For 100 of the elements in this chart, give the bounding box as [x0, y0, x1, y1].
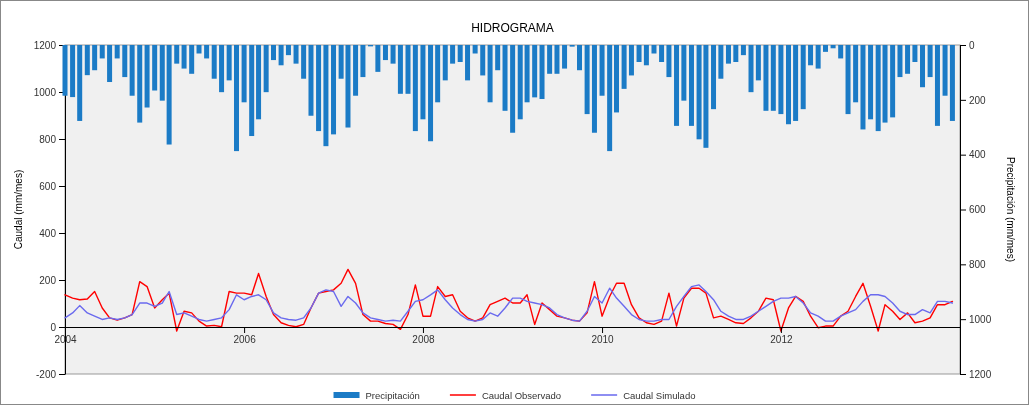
y2-tick-label: 800 [969, 259, 987, 271]
bar [428, 45, 434, 142]
bar [99, 45, 105, 59]
bar [122, 45, 128, 78]
bar [532, 45, 538, 98]
bar [793, 45, 799, 121]
bar [107, 45, 113, 83]
bar [591, 45, 597, 133]
bar [249, 45, 255, 137]
bar [860, 45, 866, 130]
bar [628, 45, 634, 76]
bar [465, 45, 471, 81]
bar [845, 45, 851, 115]
bar [510, 45, 516, 133]
y2-tick-label: 0 [969, 39, 975, 51]
bar [688, 45, 694, 126]
bar [353, 45, 359, 96]
bar [390, 45, 396, 64]
x-tick-label: 2012 [770, 334, 793, 346]
y-tick-label: 600 [39, 180, 57, 192]
bar [323, 45, 329, 147]
bar [480, 45, 486, 76]
bar [800, 45, 806, 110]
bar [375, 45, 381, 72]
y-tick-label: 0 [50, 321, 57, 333]
y-tick-label: 400 [39, 227, 57, 239]
bar [725, 45, 731, 64]
y2-tick-label: 400 [969, 149, 987, 161]
bar [643, 45, 649, 66]
bar [808, 45, 814, 66]
bar [174, 45, 180, 64]
bar [912, 45, 918, 62]
bar [770, 45, 776, 111]
line-series [64, 284, 954, 322]
bar [740, 45, 746, 56]
bar [920, 45, 926, 88]
y-tick-label: 800 [39, 133, 57, 145]
bar [285, 45, 291, 56]
x-tick-label: 2008 [412, 334, 436, 346]
y-tick-label: 1200 [33, 39, 57, 51]
y-tick-label: -200 [35, 368, 57, 380]
bar [487, 45, 493, 103]
bar [293, 45, 299, 64]
bar [271, 45, 276, 61]
bar [450, 45, 456, 64]
bar [547, 45, 553, 74]
bar [614, 45, 619, 113]
bar [152, 45, 158, 91]
bar [681, 45, 687, 101]
bar [830, 45, 836, 49]
y2-tick-label: 600 [969, 204, 987, 216]
bar [331, 45, 337, 135]
legend-label: Caudal Observado [481, 389, 562, 401]
bar [822, 45, 828, 52]
bar [144, 45, 150, 108]
y-tick-label: 200 [39, 274, 57, 286]
bar [651, 45, 657, 54]
bar [562, 45, 568, 69]
bar [204, 45, 210, 59]
bar [181, 45, 187, 69]
y2-tick-label: 1000 [969, 313, 992, 325]
y-tick-label: 1000 [33, 86, 57, 98]
bar [405, 45, 411, 94]
bar [934, 45, 940, 126]
bar [636, 45, 642, 62]
bar [412, 45, 418, 132]
bar [301, 45, 307, 79]
x-tick-label: 2006 [233, 334, 257, 346]
bar [763, 45, 769, 111]
bar [360, 45, 366, 78]
bar [495, 45, 501, 71]
bar [882, 45, 888, 123]
bar [137, 45, 143, 123]
bar [890, 45, 896, 118]
bar [278, 45, 284, 66]
bar [442, 45, 448, 81]
bar [166, 45, 172, 145]
bar [84, 45, 90, 76]
bar [159, 45, 165, 101]
bar [755, 45, 761, 81]
y-axis-title: Caudal (mm/mes) [13, 169, 24, 250]
bar [905, 45, 911, 74]
bar [211, 45, 217, 79]
bar [778, 45, 784, 115]
bar [397, 45, 403, 94]
bar [256, 45, 262, 120]
bar [621, 45, 627, 89]
bar [554, 45, 560, 74]
line-series [64, 268, 954, 332]
bar [457, 45, 463, 62]
bar [584, 45, 590, 115]
bar [897, 45, 903, 78]
bar [711, 45, 717, 110]
bar [838, 45, 844, 59]
bar [435, 45, 441, 103]
bar [219, 45, 225, 93]
chart-title: HIDROGRAMA [471, 21, 554, 35]
bar [577, 45, 583, 71]
bar [875, 45, 881, 132]
bar [263, 45, 269, 93]
